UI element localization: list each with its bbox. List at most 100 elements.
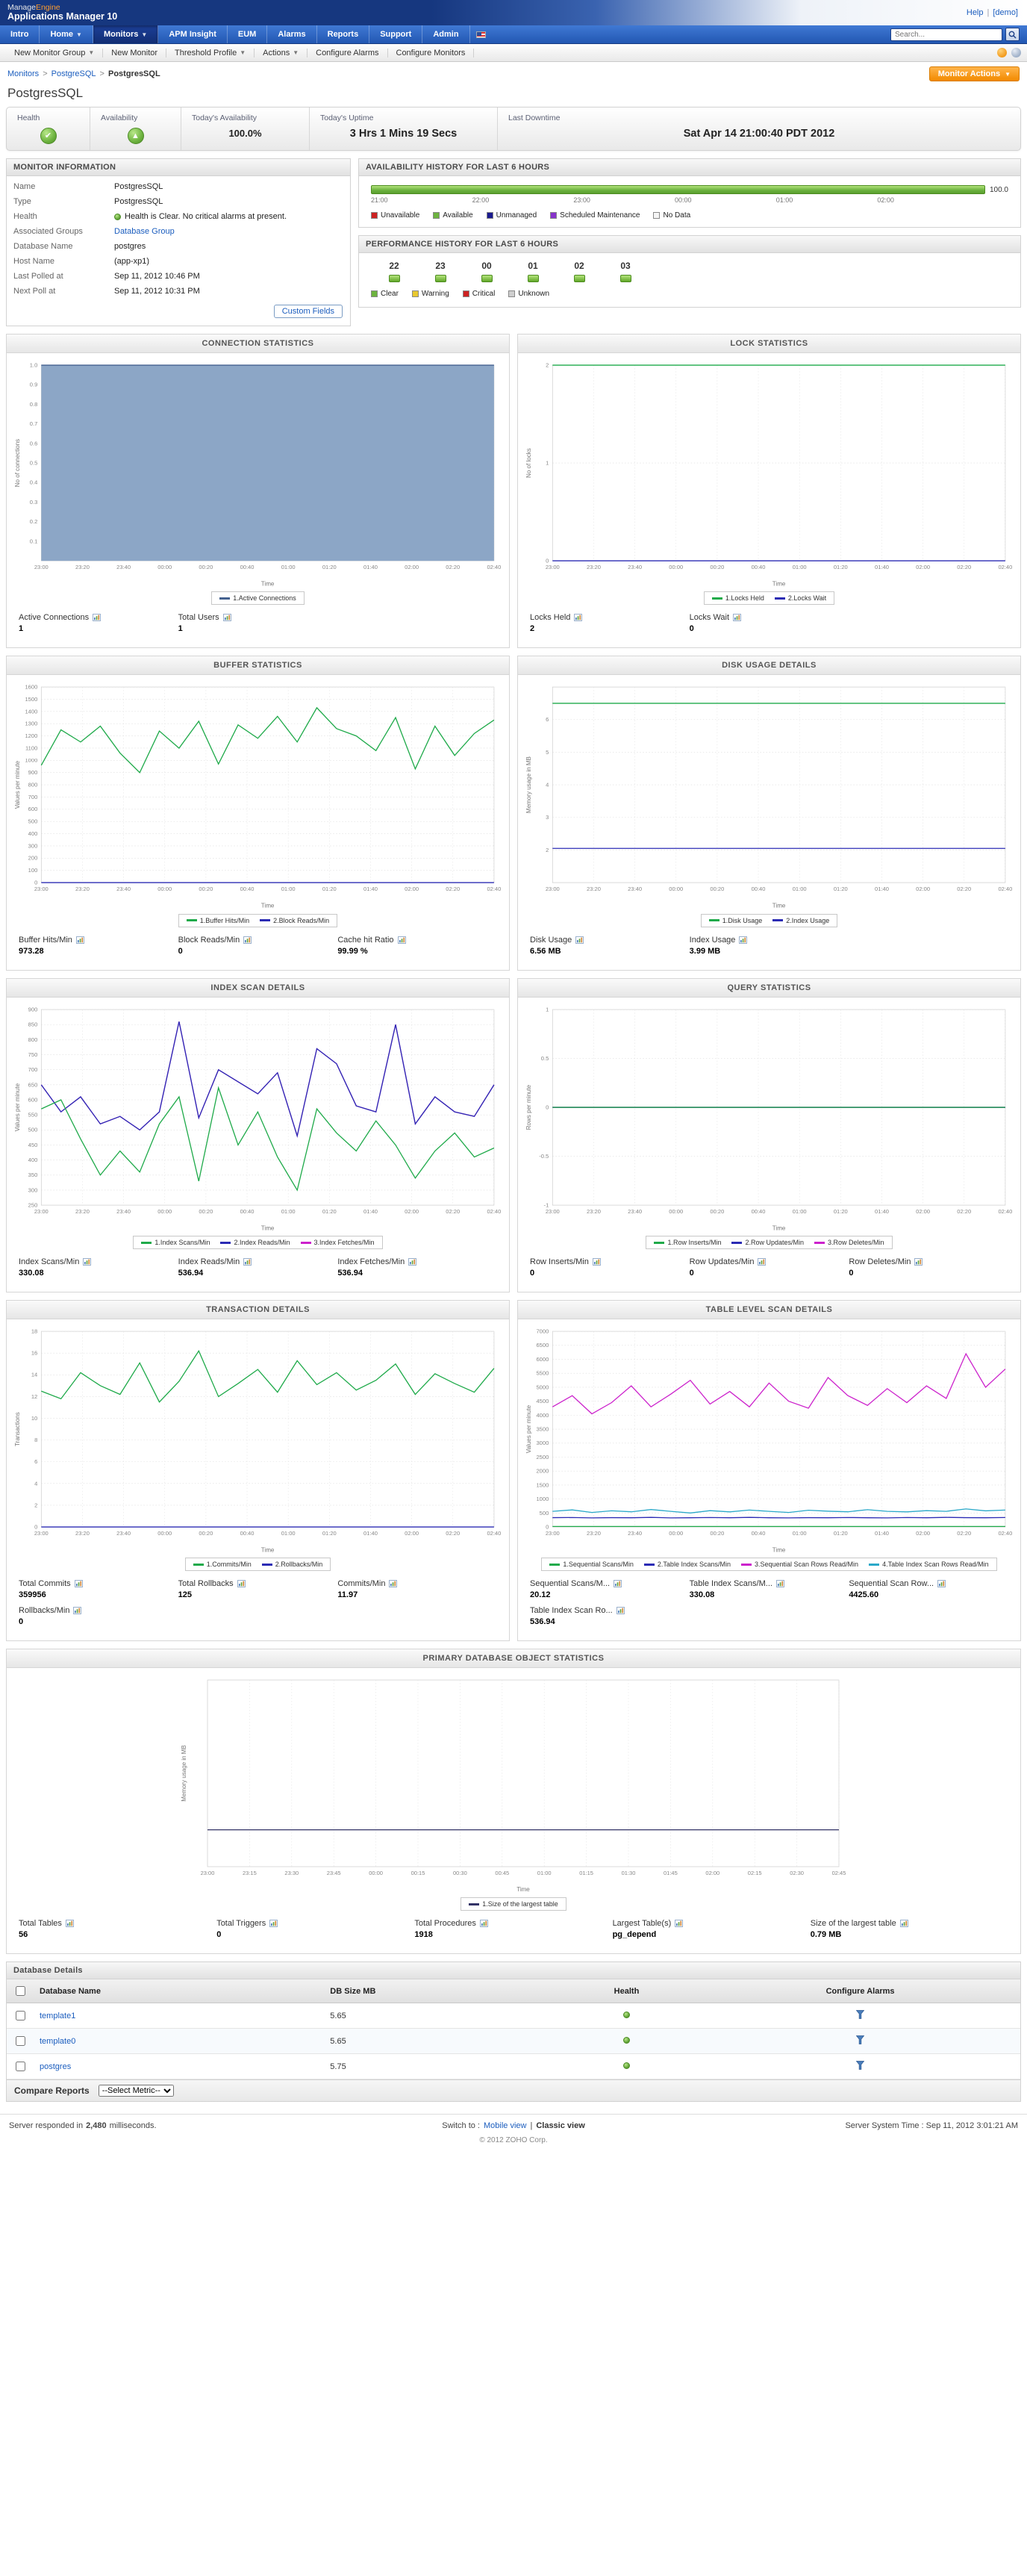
- stat-graph-icon[interactable]: [739, 936, 748, 944]
- stat-size-of-the-largest-table: Size of the largest table 0.79 MB: [811, 1919, 1008, 1939]
- info-value: Sep 11, 2012 10:46 PM: [114, 272, 200, 281]
- world-icon[interactable]: [1011, 48, 1021, 57]
- stat-index-fetches-min: Index Fetches/Min 536.94: [337, 1257, 497, 1278]
- configure-alarm-icon[interactable]: [856, 2061, 865, 2071]
- stat-label-text: Index Reads/Min: [178, 1257, 240, 1267]
- stat-graph-icon[interactable]: [237, 1580, 246, 1588]
- stat-graph-icon[interactable]: [269, 1920, 278, 1928]
- search-input[interactable]: [890, 28, 1002, 41]
- nav-tab-intro[interactable]: Intro: [0, 25, 40, 43]
- nav-tab-home[interactable]: Home ▼: [40, 25, 93, 43]
- clear-status-icon[interactable]: [527, 275, 539, 282]
- search-button[interactable]: [1005, 28, 1020, 41]
- associated-group-link[interactable]: Database Group: [114, 227, 175, 236]
- stat-graph-icon[interactable]: [614, 1580, 622, 1588]
- svg-text:0.2: 0.2: [30, 518, 38, 525]
- legend-2-locks-wait: 2.Locks Wait: [774, 594, 826, 602]
- status-value: 3 Hrs 1 Mins 19 Secs: [349, 128, 458, 140]
- configure-alarm-icon[interactable]: [856, 2035, 865, 2045]
- nav-tab-eum[interactable]: EUM: [228, 25, 268, 43]
- row-checkbox[interactable]: [16, 2011, 25, 2021]
- svg-text:00:40: 00:40: [240, 564, 255, 570]
- stat-graph-icon[interactable]: [914, 1258, 923, 1266]
- subnav-item-threshold-profile[interactable]: Threshold Profile ▼: [166, 48, 255, 57]
- svg-text:23:40: 23:40: [628, 886, 642, 893]
- nav-tab-monitors[interactable]: Monitors ▼: [93, 25, 159, 43]
- locale-flag-icon[interactable]: [475, 31, 486, 38]
- legend-marker: [300, 1241, 311, 1244]
- stat-graph-icon[interactable]: [937, 1580, 946, 1588]
- search-icon: [1008, 31, 1017, 38]
- stat-graph-icon[interactable]: [389, 1580, 398, 1588]
- stat-graph-icon[interactable]: [73, 1607, 82, 1615]
- stat-active-connections: Active Connections 1: [19, 613, 178, 633]
- stat-graph-icon[interactable]: [758, 1258, 767, 1266]
- breadcrumb-item-monitors[interactable]: Monitors: [7, 69, 40, 78]
- database-link[interactable]: postgres: [40, 2062, 72, 2071]
- select-metric-dropdown[interactable]: --Select Metric--: [98, 2085, 174, 2097]
- legend-marker: [261, 1563, 272, 1566]
- nav-tab-admin[interactable]: Admin: [422, 25, 470, 43]
- clear-status-icon[interactable]: [481, 275, 493, 282]
- stat-graph-icon[interactable]: [479, 1920, 488, 1928]
- database-link[interactable]: template1: [40, 2011, 76, 2020]
- stat-graph-icon[interactable]: [616, 1607, 625, 1615]
- custom-fields-button[interactable]: Custom Fields: [273, 305, 343, 318]
- help-link[interactable]: Help: [966, 8, 984, 17]
- svg-text:01:20: 01:20: [322, 1208, 337, 1215]
- stat-graph-icon[interactable]: [243, 1258, 252, 1266]
- subnav-item-new-monitor[interactable]: New Monitor: [103, 48, 167, 57]
- subnav-item-actions[interactable]: Actions ▼: [255, 48, 308, 57]
- clear-status-icon[interactable]: [388, 275, 400, 282]
- svg-text:02:40: 02:40: [998, 1208, 1012, 1215]
- stat-graph-icon[interactable]: [243, 936, 252, 944]
- clear-status-icon[interactable]: [434, 275, 446, 282]
- stat-graph-icon[interactable]: [575, 936, 584, 944]
- breadcrumb-item-postgresql[interactable]: PostgreSQL: [51, 69, 96, 78]
- stat-graph-icon[interactable]: [75, 936, 84, 944]
- user-link[interactable]: [demo]: [993, 8, 1018, 17]
- nav-tab-reports[interactable]: Reports: [317, 25, 370, 43]
- stat-graph-icon[interactable]: [65, 1920, 74, 1928]
- stat-graph-icon[interactable]: [675, 1920, 684, 1928]
- stat-graph-icon[interactable]: [93, 614, 102, 622]
- subnav-item-configure-monitors[interactable]: Configure Monitors: [388, 48, 475, 57]
- subnav-item-new-monitor-group[interactable]: New Monitor Group ▼: [6, 48, 104, 57]
- svg-text:00:00: 00:00: [669, 564, 683, 570]
- stat-graph-icon[interactable]: [592, 1258, 601, 1266]
- database-link[interactable]: template0: [40, 2036, 76, 2046]
- monitor-actions-button[interactable]: Monitor Actions ▼: [928, 66, 1020, 81]
- mobile-view-link[interactable]: Mobile view: [483, 2121, 527, 2131]
- row-checkbox[interactable]: [16, 2036, 25, 2047]
- stat-value: 536.94: [530, 1617, 555, 1627]
- info-label: Database Name: [13, 242, 73, 251]
- configure-alarm-icon[interactable]: [856, 2010, 865, 2020]
- stat-graph-icon[interactable]: [733, 614, 742, 622]
- classic-view-link[interactable]: Classic view: [536, 2121, 585, 2131]
- stat-graph-icon[interactable]: [899, 1920, 908, 1928]
- personalize-icon[interactable]: [997, 48, 1007, 57]
- clear-status-icon[interactable]: [573, 275, 585, 282]
- stat-value: 0: [849, 1269, 854, 1278]
- status-label: Today's Uptime: [320, 113, 374, 122]
- view-separator: |: [530, 2121, 533, 2131]
- legend-2-row-updates-min: 2.Row Updates/Min: [731, 1239, 804, 1246]
- row-checkbox[interactable]: [16, 2062, 25, 2072]
- svg-text:Values per minute: Values per minute: [525, 1405, 532, 1454]
- column-header-db-size-mb: DB Size MB: [324, 1979, 553, 2004]
- nav-tab-alarms[interactable]: Alarms: [267, 25, 317, 43]
- stat-graph-icon[interactable]: [397, 936, 406, 944]
- subnav-item-configure-alarms[interactable]: Configure Alarms: [308, 48, 388, 57]
- svg-text:0.5: 0.5: [541, 1055, 549, 1062]
- select-all-checkbox[interactable]: [16, 1986, 25, 1997]
- svg-text:02:00: 02:00: [405, 1208, 419, 1215]
- stat-graph-icon[interactable]: [408, 1258, 417, 1266]
- nav-tab-apm-insight[interactable]: APM Insight: [158, 25, 228, 43]
- stat-graph-icon[interactable]: [74, 1580, 83, 1588]
- stat-graph-icon[interactable]: [83, 1258, 92, 1266]
- stat-graph-icon[interactable]: [775, 1580, 784, 1588]
- stat-graph-icon[interactable]: [222, 614, 231, 622]
- stat-graph-icon[interactable]: [574, 614, 583, 622]
- nav-tab-support[interactable]: Support: [369, 25, 423, 43]
- clear-status-icon[interactable]: [619, 275, 631, 282]
